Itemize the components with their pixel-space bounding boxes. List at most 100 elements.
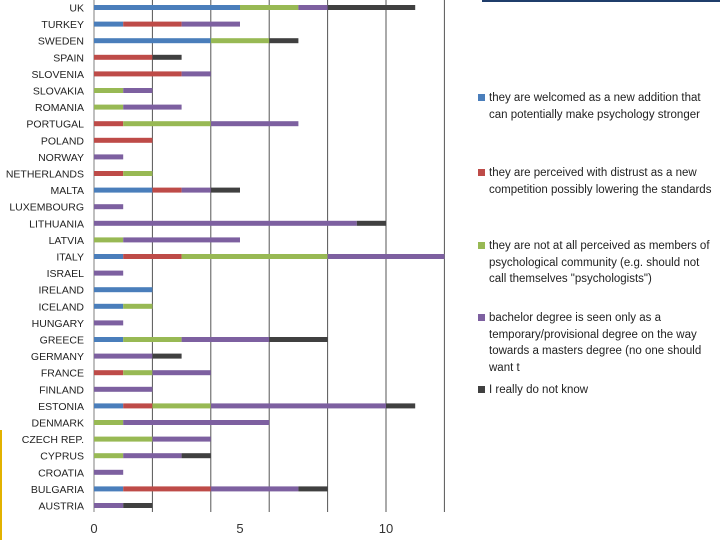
bar-segment [94,420,124,425]
bar-segment [94,320,124,326]
bar-segment [152,403,211,409]
legend-swatch [478,169,485,176]
legend-label: bachelor degree is seen only as a tempor… [489,312,702,374]
category-label: ROMANIA [35,102,84,114]
bar-segment [123,21,182,27]
bar-segment [123,420,270,425]
bar-segment [123,237,240,243]
category-label: SLOVENIA [31,69,84,81]
bar-segment [94,204,124,210]
category-label: LATVIA [49,235,84,247]
bar-segment [94,370,124,376]
category-label: DENMARK [31,418,84,430]
bar-segment [94,54,153,60]
bar-segment [94,104,124,110]
bar-segment [94,486,124,492]
category-label: CYPRUS [40,451,84,463]
bar-segment [181,71,211,77]
bar-segment [240,5,299,10]
bar-segment [94,154,124,160]
bar-segment [327,254,445,259]
bar-segment [123,503,153,508]
bar-segment [152,436,211,442]
legend-label: I really do not know [489,384,589,396]
category-label: IRELAND [38,285,84,297]
bar-segment [123,486,211,492]
bar-segment [94,303,124,309]
x-tick-label: 0 [90,521,97,536]
bar-segment [94,187,153,193]
bar-segment [327,5,416,10]
bar-segment [94,503,124,508]
bar-segment [181,337,270,342]
legend-label: they are not at all perceived as members… [489,240,710,285]
top-accent-line [482,0,720,2]
category-label: UK [69,3,84,15]
category-label: GERMANY [31,351,84,363]
legend-item: bachelor degree is seen only as a tempor… [478,310,714,376]
category-label: CROATIA [38,467,84,479]
category-label: NETHERLANDS [6,169,84,181]
category-label: HUNGARY [32,318,84,330]
category-label: TURKEY [41,19,84,31]
bar-segment [210,187,240,193]
bar-segment [269,337,328,342]
bar-segment [123,171,153,176]
bar-segment [181,21,240,27]
category-label: SPAIN [53,52,84,64]
bar-segment [94,469,124,475]
category-label: FINLAND [39,384,84,396]
bar-segment [94,287,153,293]
bar-segment [386,403,416,409]
bar-segment [94,121,124,127]
bar-segment [123,88,153,93]
bar-segment [210,121,299,127]
legend-swatch [478,314,485,321]
bar-segment [356,220,386,226]
bar-segment [298,486,328,492]
bar-segment [210,38,270,44]
category-label: AUSTRIA [38,501,84,513]
category-labels: UK TURKEY SWEDEN SPAIN SLOVENIA SLOVAKIA ROMAN… [6,3,85,513]
category-label: SWEDEN [38,36,84,48]
bar-segment [210,403,386,409]
bar-segment [94,254,124,259]
bar-segment [210,486,299,492]
bar-segment [181,187,211,193]
category-label: BULGARIA [31,484,84,496]
left-accent-bar [0,430,2,540]
bar-segment [94,71,182,77]
category-label: SLOVAKIA [33,86,84,98]
bar-segment [94,38,211,44]
category-label: POLAND [41,135,85,147]
bar-segment [94,220,357,226]
x-tick-label: 5 [236,521,243,536]
bar-segment [94,386,153,392]
bar-segment [123,453,182,459]
legend-item: I really do not know [478,382,714,399]
bar-segment [123,104,182,110]
bar-segment [94,5,240,10]
category-label: MALTA [51,185,84,197]
legend-swatch [478,94,485,101]
bar-segment [269,38,299,44]
category-label: ITALY [56,252,84,264]
bar-segment [152,353,182,359]
category-label: CZECH REP. [22,434,84,446]
bar-segment [152,187,182,193]
bar-segment [152,370,211,376]
bar-segment [94,436,153,442]
bar-segment [94,270,124,276]
bar-segment [94,353,153,359]
legend-item: they are welcomed as a new addition that… [478,90,714,123]
legend-swatch [478,386,485,393]
legend-label: they are welcomed as a new addition that… [489,92,701,121]
bar-segment [94,403,124,409]
bar-segment [94,21,124,27]
category-label: FRANCE [41,368,84,380]
bar-segment [181,453,211,459]
bar-segment [94,88,124,93]
bar-segment [94,337,124,342]
category-label: ICELAND [38,301,84,313]
